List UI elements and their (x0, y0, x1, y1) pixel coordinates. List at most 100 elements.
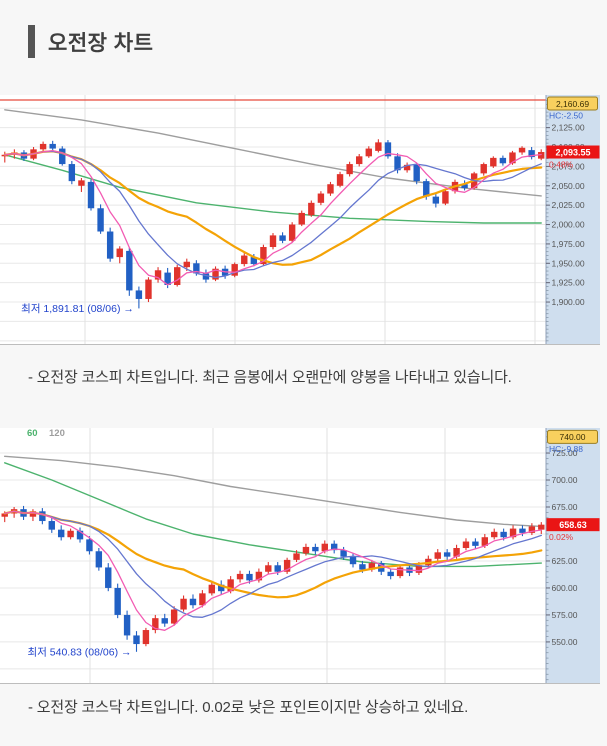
candle-up (293, 553, 300, 560)
candle-up (528, 526, 536, 533)
candle-up (302, 546, 310, 554)
hc-label: HC:-9.88 (549, 444, 583, 454)
candle-down (189, 598, 197, 606)
ma10-line (4, 150, 542, 279)
candle-down (193, 263, 200, 274)
axis-tick-label: 2,025.00 (552, 200, 585, 210)
candle-up (1, 513, 8, 517)
upper-limit-price-box (547, 96, 598, 111)
candle-down (330, 543, 338, 551)
title-accent-bar (28, 25, 35, 58)
ma120-line (3, 455, 542, 528)
candle-down (164, 272, 171, 285)
candle-down (97, 208, 104, 232)
candle-up (152, 618, 159, 631)
kosdaq-chart-svg: 725.00 700.00 675.00 625.00 600.00 575.00 550.… (0, 428, 600, 684)
candle-down (95, 551, 103, 568)
candle-up (174, 267, 181, 285)
axis-tick-label: 550.00 (552, 637, 578, 647)
candle-down (161, 618, 168, 624)
axis-tick-label: 1,975.00 (552, 239, 585, 249)
candle-up (442, 191, 449, 204)
candle-down (39, 511, 46, 522)
candle-up (375, 142, 382, 151)
candle-down (312, 546, 319, 552)
candle-down (387, 571, 394, 577)
candle-up (346, 164, 353, 175)
candle-down (359, 564, 366, 570)
candle-up (142, 630, 150, 645)
kosdaq-caption: - 오전장 코스닥 차트입니다. 0.02로 낮은 포인트이지만 상승하고 있네… (28, 699, 469, 716)
candle-up (170, 609, 178, 624)
candle-up (396, 567, 404, 577)
candle-down (86, 539, 93, 552)
candle-up (236, 573, 244, 580)
candle-up (199, 593, 206, 606)
candle-up (180, 598, 187, 610)
candle-up (29, 511, 37, 517)
axis-tick-label: 675.00 (552, 502, 578, 512)
candle-down (126, 250, 133, 291)
low-price-annotation: 최저 1,891.81 (08/06) → (21, 303, 134, 315)
candle-down (48, 521, 55, 530)
candle-up (509, 528, 517, 538)
candle-down (87, 181, 95, 209)
axis-tick-label: 600.00 (552, 583, 578, 593)
price-axis-panel (546, 428, 600, 684)
hc-label: HC:-2.50 (549, 111, 583, 121)
axis-tick-label: 2,050.00 (552, 181, 585, 191)
axis-tick-label: 725.00 (552, 448, 578, 458)
axis-tick-label: 2,075.00 (552, 161, 585, 171)
candle-up (480, 164, 487, 174)
candle-up (490, 157, 497, 167)
candle-up (212, 268, 219, 280)
candle-up (288, 224, 296, 241)
candle-down (123, 614, 131, 636)
candle-down (519, 528, 526, 533)
candle-up (518, 147, 526, 153)
candle-up (538, 524, 545, 530)
candle-down (394, 156, 401, 171)
candle-down (218, 584, 225, 592)
kospi-caption: - 오전장 코스피 차트입니다. 최근 음봉에서 오랜만에 양봉을 나타내고 있… (28, 369, 512, 386)
candle-down (106, 231, 114, 259)
candle-up (260, 247, 267, 265)
ma20-line (3, 510, 543, 599)
axis-tick-label: 2,125.00 (552, 123, 585, 133)
change-percent-label: 0.48% (549, 159, 574, 169)
ma5-line (4, 510, 542, 631)
candle-down (500, 531, 507, 538)
candle-up (365, 148, 372, 157)
candle-up (78, 180, 85, 186)
candle-up (538, 152, 545, 159)
candle-down (68, 164, 76, 182)
candle-down (49, 143, 56, 149)
axis-tick-label: 700.00 (552, 475, 578, 485)
candle-down (499, 157, 507, 164)
upper-limit-price-label: 740.00 (560, 432, 586, 442)
candle-up (67, 530, 74, 538)
ma5-line (4, 149, 542, 286)
candle-down (279, 235, 286, 241)
candle-down (133, 635, 140, 645)
candle-down (274, 565, 281, 572)
candle-down (114, 587, 121, 615)
candle-down (413, 164, 420, 182)
candle-up (265, 565, 272, 572)
candle-up (356, 156, 363, 165)
candle-up (145, 279, 152, 299)
candle-up (208, 584, 216, 594)
candle-up (116, 248, 123, 258)
candle-down (423, 181, 430, 197)
axis-tick-label: 1,900.00 (552, 297, 585, 307)
section-header: 오전장 차트 (28, 25, 153, 58)
candle-down (443, 552, 451, 557)
candle-up (509, 152, 516, 164)
current-price-box (546, 518, 600, 532)
candle-up (269, 235, 277, 248)
current-price-label: 2,093.55 (555, 147, 590, 157)
candle-up (403, 164, 411, 171)
candle-down (461, 184, 468, 189)
candle-up (298, 212, 305, 225)
